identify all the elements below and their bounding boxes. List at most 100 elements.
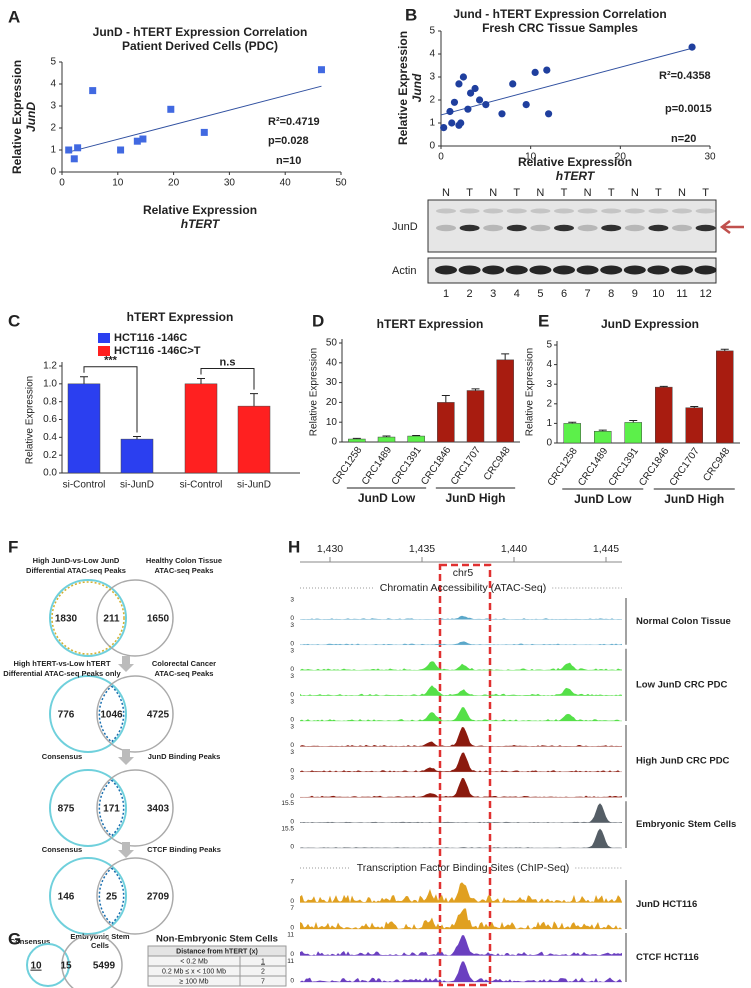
error-bar xyxy=(80,376,88,384)
track-group-label: Embryonic Stem Cells xyxy=(636,819,736,830)
genome-tick-label: 1,440 xyxy=(501,543,527,555)
blot-band xyxy=(436,208,456,214)
track-scale: 3 xyxy=(290,775,294,782)
point xyxy=(74,144,82,152)
x-tick-label: 50 xyxy=(335,178,347,189)
blot-band xyxy=(506,208,527,214)
y-tick-label: 10 xyxy=(326,417,338,428)
venn-count: 776 xyxy=(58,710,75,721)
point xyxy=(89,87,97,95)
blot-band xyxy=(695,208,716,214)
venn-right-label: Cells xyxy=(91,941,109,950)
venn-left xyxy=(49,857,127,935)
point xyxy=(457,119,465,127)
significance-bracket xyxy=(200,367,255,390)
blot-band xyxy=(577,208,598,214)
blot-band xyxy=(459,208,480,214)
signal-track xyxy=(300,777,622,798)
track-group-label: Low JunD CRC PDC xyxy=(636,679,727,690)
panel-label: C xyxy=(8,311,20,330)
track-scale: 3 xyxy=(290,673,294,680)
group-label: JunD High xyxy=(446,491,506,505)
blot-band xyxy=(505,265,528,275)
y-tick-label: 5 xyxy=(50,57,56,68)
blot-band xyxy=(623,265,646,275)
signal-track xyxy=(300,685,622,696)
point xyxy=(531,68,539,76)
x-axis-label: Relative Expression xyxy=(518,155,632,169)
significance-label: n.s xyxy=(220,356,236,368)
flow-arrow xyxy=(118,842,134,858)
bar xyxy=(348,438,366,443)
lane-number: 3 xyxy=(490,288,496,300)
venn-right-label: ATAC-seq Peaks xyxy=(155,669,214,678)
y-tick-label: 0.2 xyxy=(43,450,57,461)
track-scale: 11 xyxy=(287,958,294,965)
blot-band xyxy=(458,265,481,275)
track-scale: 11 xyxy=(287,932,294,939)
table-cell: 0.2 Mb ≤ x < 100 Mb xyxy=(162,968,226,975)
track-scale: 0 xyxy=(290,925,294,932)
y-tick-label: 4 xyxy=(429,49,435,60)
track-scale: 3 xyxy=(290,622,294,629)
group-label: JunD High xyxy=(664,492,724,506)
blot-band xyxy=(647,265,670,275)
point xyxy=(133,137,141,145)
bar xyxy=(67,383,101,474)
venn-left-label: Differential ATAC-seq Peaks only xyxy=(3,669,121,678)
lane-label: T xyxy=(702,187,709,199)
y-tick-label: 1 xyxy=(546,418,552,429)
point xyxy=(139,135,147,143)
y-tick-label: 2 xyxy=(429,95,435,106)
track-scale: 0 xyxy=(290,641,294,648)
venn-left xyxy=(26,943,70,987)
signal-track xyxy=(300,908,622,929)
y-axis-label: Relative Expression xyxy=(10,60,24,174)
y-tick-label: 3 xyxy=(546,379,552,390)
highlight-box xyxy=(438,563,492,987)
point xyxy=(475,96,484,104)
venn-count: 171 xyxy=(103,804,120,815)
y-tick-label: 2 xyxy=(546,398,552,409)
bar xyxy=(655,386,673,444)
significance-bracket xyxy=(83,366,138,433)
annotation: R²=0.4719 xyxy=(268,116,320,128)
y-tick-label: 3 xyxy=(429,72,435,83)
signal-track xyxy=(300,935,622,956)
chart-title: hTERT Expression xyxy=(377,317,484,331)
point xyxy=(65,146,73,154)
legend-label: HCT116 -146C>T xyxy=(114,345,201,357)
panel-label: B xyxy=(405,5,417,24)
x-tick-label: 10 xyxy=(112,178,124,189)
point xyxy=(466,89,475,97)
blot-band xyxy=(436,224,456,232)
error-bar xyxy=(197,377,205,384)
bar xyxy=(563,423,581,444)
lane-number: 5 xyxy=(537,288,543,300)
chart-title: JunD Expression xyxy=(601,317,699,331)
y-axis-label: JunD xyxy=(24,102,38,132)
error-bar xyxy=(250,393,258,407)
signal-track xyxy=(300,707,622,721)
track-scale: 15.5 xyxy=(281,800,294,807)
blot-band xyxy=(435,265,457,275)
error-bar xyxy=(133,435,141,440)
x-tick-label: si-JunD xyxy=(120,480,154,491)
track-group-label: CTCF HCT116 xyxy=(636,952,699,963)
lane-label: T xyxy=(608,187,615,199)
x-axis-label: Relative Expression xyxy=(143,203,257,217)
y-tick-label: 0.8 xyxy=(43,396,57,407)
blot-band xyxy=(671,265,693,275)
y-tick-label: 30 xyxy=(326,377,338,388)
venn-lens xyxy=(98,779,125,837)
signal-track xyxy=(300,727,622,747)
venn-lens xyxy=(98,685,125,743)
point xyxy=(167,105,175,113)
venn-count: 3403 xyxy=(147,804,170,815)
lane-number: 11 xyxy=(676,288,687,300)
y-tick-label: 5 xyxy=(546,340,552,351)
significance-label: *** xyxy=(104,355,118,367)
annotation: n=10 xyxy=(276,155,301,167)
point xyxy=(459,73,468,81)
y-tick-label: 0.0 xyxy=(43,468,57,479)
